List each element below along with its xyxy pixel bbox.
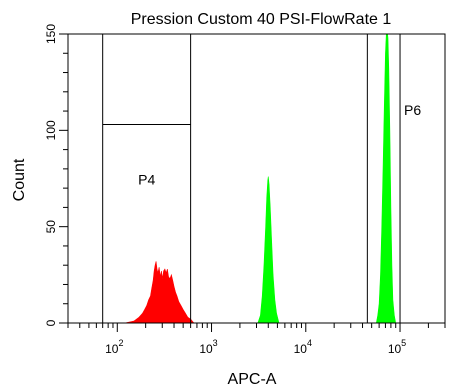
gate-label-p4: P4 xyxy=(138,171,155,187)
histogram-peak-1 xyxy=(124,261,195,323)
y-tick-label: 0 xyxy=(44,319,58,326)
y-tick-label: 50 xyxy=(44,220,58,234)
y-axis-label: Count xyxy=(11,158,28,201)
y-tick-label: 100 xyxy=(44,120,58,140)
series-layer xyxy=(124,34,397,323)
gate-layer: P4 P6 xyxy=(102,34,421,323)
y-tick-label: 150 xyxy=(44,24,58,44)
histogram-peak-2 xyxy=(257,176,280,323)
x-axis-label: APC-A xyxy=(228,371,277,388)
x-tick-label: 102 xyxy=(105,338,123,356)
chart-title: Pression Custom 40 PSI-FlowRate 1 xyxy=(131,11,392,28)
x-axis: 102 103 104 105 xyxy=(67,323,446,356)
x-tick-label: 103 xyxy=(199,338,217,356)
gate-label-p6: P6 xyxy=(404,102,421,118)
histogram-peak-3 xyxy=(375,34,397,323)
y-axis: 0 50 100 150 xyxy=(44,24,68,326)
x-tick-label: 104 xyxy=(294,338,312,356)
x-tick-label: 105 xyxy=(388,338,406,356)
